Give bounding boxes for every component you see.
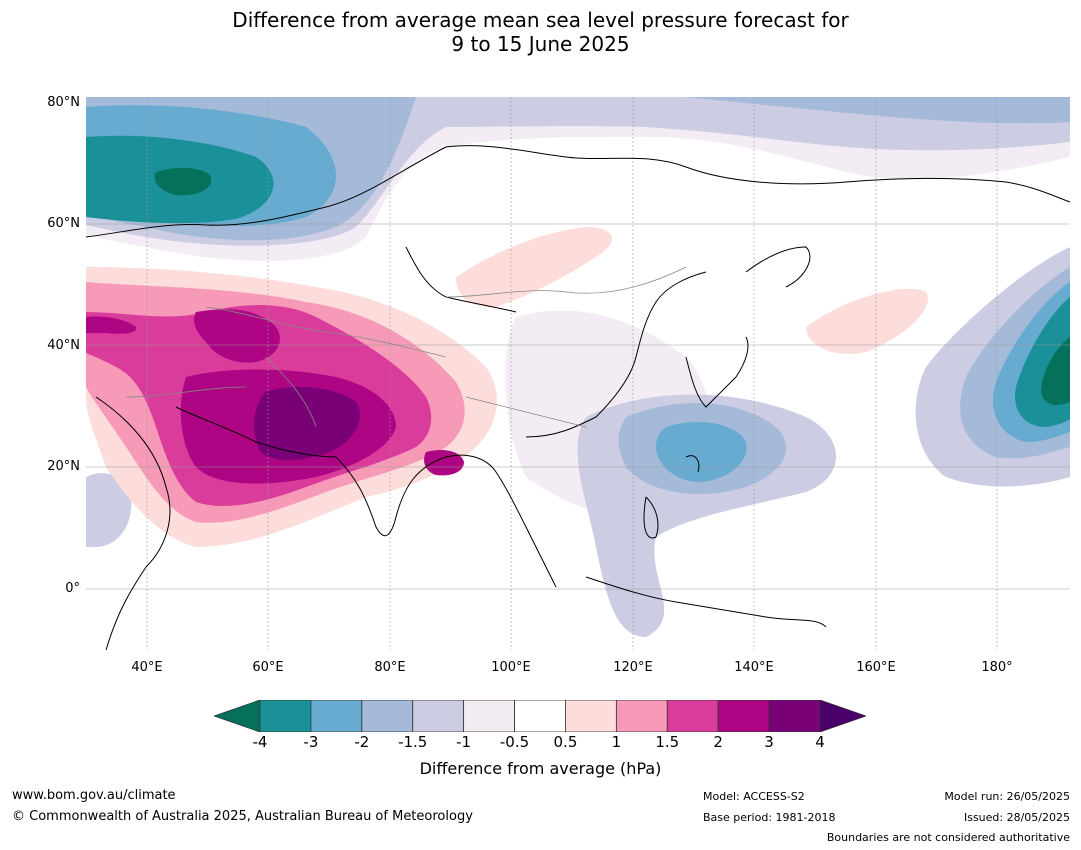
lon-label-180: 180° [981, 660, 1013, 675]
colorbar-segment [310, 699, 363, 733]
footer-model: Model: ACCESS-S2 [703, 790, 805, 803]
pressure-anomaly-map [86, 97, 1070, 650]
arctic-low-anomaly [86, 97, 1070, 261]
map-title: Difference from average mean sea level p… [0, 8, 1081, 56]
colorbar-segment [565, 699, 617, 733]
colorbar-tick-label: 4 [815, 733, 825, 751]
lon-label-120e: 120°E [613, 660, 653, 675]
colorbar-tick-label: -3 [303, 733, 319, 751]
footer-url[interactable]: www.bom.gov.au/climate [12, 788, 176, 803]
north-pacific-low-anomaly [915, 247, 1070, 487]
colorbar-label: Difference from average (hPa) [419, 759, 662, 778]
lat-label-60n: 60°N [47, 216, 80, 231]
colorbar-segment [463, 699, 515, 733]
north-pacific-high-anomaly [806, 288, 928, 355]
lat-label-20n: 20°N [47, 459, 80, 474]
footer-boundaries-note: Boundaries are not considered authoritat… [826, 831, 1070, 844]
philippine-sea-low-anomaly [577, 394, 836, 637]
africa-low-anomaly [86, 473, 132, 547]
colorbar-segment [768, 699, 821, 733]
lon-label-40e: 40°E [131, 660, 163, 675]
colorbar-tick-label: 0.5 [553, 733, 578, 751]
colorbar-arrow-low [212, 699, 261, 733]
south-asia-high-anomaly [86, 267, 497, 547]
colorbar-segment [412, 699, 465, 733]
colorbar-segment [259, 699, 312, 733]
mongolia-high-anomaly [456, 227, 613, 308]
coastlines [86, 145, 1070, 650]
title-line-1: Difference from average mean sea level p… [232, 8, 849, 32]
title-line-2: 9 to 15 June 2025 [451, 32, 630, 56]
colorbar-segment [361, 699, 414, 733]
colorbar [212, 699, 868, 733]
colorbar-arrow-high [819, 699, 868, 733]
colorbar-segment [615, 699, 668, 733]
colorbar-tick-label: 2 [713, 733, 723, 751]
country-boundaries [125, 266, 687, 428]
colorbar-tick-label: -1 [456, 733, 472, 751]
footer-copyright: © Commonwealth of Australia 2025, Austra… [12, 809, 473, 824]
graticule [86, 97, 1070, 650]
lon-label-100e: 100°E [491, 660, 531, 675]
lat-label-40n: 40°N [47, 338, 80, 353]
colorbar-tick-label: -4 [252, 733, 268, 751]
lon-label-60e: 60°E [252, 660, 284, 675]
colorbar-tick-label: 3 [764, 733, 774, 751]
lon-label-80e: 80°E [374, 660, 406, 675]
colorbar-segment [717, 699, 770, 733]
colorbar-tick-label: 1 [611, 733, 622, 751]
colorbar-tick-label: -1.5 [398, 733, 428, 751]
lat-label-80n: 80°N [47, 95, 80, 110]
footer-model-run: Model run: 26/05/2025 [944, 790, 1070, 803]
footer-base-period: Base period: 1981-2018 [703, 811, 836, 824]
colorbar-segment [514, 699, 566, 733]
colorbar-tick-label: 1.5 [655, 733, 680, 751]
footer-issued: Issued: 28/05/2025 [963, 811, 1070, 824]
colorbar-tick-label: -2 [354, 733, 370, 751]
lon-label-140e: 140°E [734, 660, 774, 675]
lat-label-0: 0° [65, 581, 80, 596]
lon-label-160e: 160°E [856, 660, 896, 675]
colorbar-tick-label: -0.5 [499, 733, 530, 751]
colorbar-segment [666, 699, 719, 733]
